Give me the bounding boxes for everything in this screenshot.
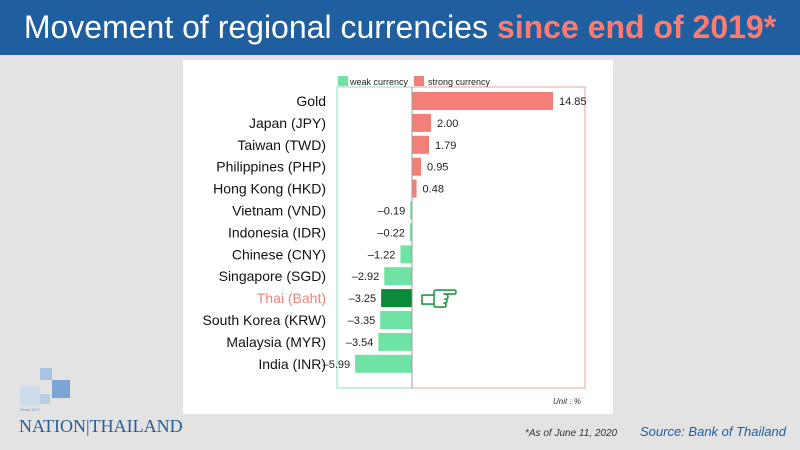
category-label-7: Chinese (CNY) (232, 246, 326, 262)
footnote: *As of June 11, 2020 (525, 428, 618, 439)
bar-3 (412, 157, 422, 176)
legend-label-1: strong currency (428, 77, 491, 87)
category-label-3: Philippines (PHP) (216, 159, 326, 175)
category-label-0: Gold (296, 93, 326, 109)
category-label-11: Malaysia (MYR) (226, 334, 326, 350)
category-label-1: Japan (JPY) (249, 115, 326, 131)
value-label-12: –5.99 (323, 359, 351, 371)
category-label-12: India (INR) (258, 356, 326, 372)
category-label-5: Vietnam (VND) (232, 203, 326, 219)
value-label-0: 14.85 (559, 96, 587, 108)
bar-12 (355, 354, 412, 373)
bar-10 (380, 311, 412, 329)
value-label-8: –2.92 (352, 271, 380, 283)
logo-tagline: Since 1971 (20, 407, 41, 412)
title-main: Movement of regional currencies (23, 9, 497, 45)
logo-square-1 (40, 368, 52, 380)
logo-square-4 (40, 394, 50, 404)
legend-swatch-0 (338, 76, 348, 86)
source-label: Source: Bank of Thailand (640, 424, 786, 439)
value-label-1: 2.00 (437, 118, 458, 130)
value-label-5: –0.19 (378, 206, 406, 218)
page-title: Movement of regional currencies since en… (0, 0, 800, 55)
bar-0 (412, 92, 553, 110)
bar-11 (378, 332, 412, 351)
value-label-10: –3.35 (348, 315, 376, 327)
category-label-4: Hong Kong (HKD) (213, 181, 326, 197)
bar-9 (381, 289, 412, 308)
value-label-3: 0.95 (427, 162, 448, 174)
bar-7 (400, 245, 412, 264)
value-label-2: 1.79 (435, 140, 456, 152)
title-accent: since end of 2019* (496, 9, 777, 45)
strong-region-frame (411, 86, 586, 389)
bar-1 (412, 113, 431, 132)
category-label-6: Indonesia (IDR) (228, 224, 326, 240)
value-label-11: –3.54 (346, 337, 374, 349)
category-label-10: South Korea (KRW) (203, 312, 326, 328)
bar-5 (410, 201, 412, 220)
value-label-6: –0.22 (377, 227, 405, 239)
category-label-8: Singapore (SGD) (219, 268, 326, 284)
nation-thailand-logo: NATION|THAILAND (19, 416, 183, 436)
pointing-hand-icon (421, 289, 457, 308)
unit-label: Unit : % (553, 397, 582, 406)
bar-4 (412, 179, 417, 198)
header-bar: Movement of regional currencies since en… (0, 0, 800, 55)
bar-6 (409, 223, 412, 242)
category-label-2: Taiwan (TWD) (237, 137, 326, 153)
bar-8 (384, 267, 412, 286)
bar-2 (412, 135, 429, 154)
logo-square-2 (52, 380, 70, 398)
logo-square-3 (20, 386, 40, 406)
category-label-9: Thai (Baht) (257, 290, 326, 306)
value-label-7: –1.22 (368, 249, 396, 261)
value-label-4: 0.48 (423, 184, 444, 196)
value-label-9: –3.25 (349, 293, 377, 305)
legend-swatch-1 (414, 76, 424, 86)
legend-label-0: weak currency (349, 77, 409, 87)
